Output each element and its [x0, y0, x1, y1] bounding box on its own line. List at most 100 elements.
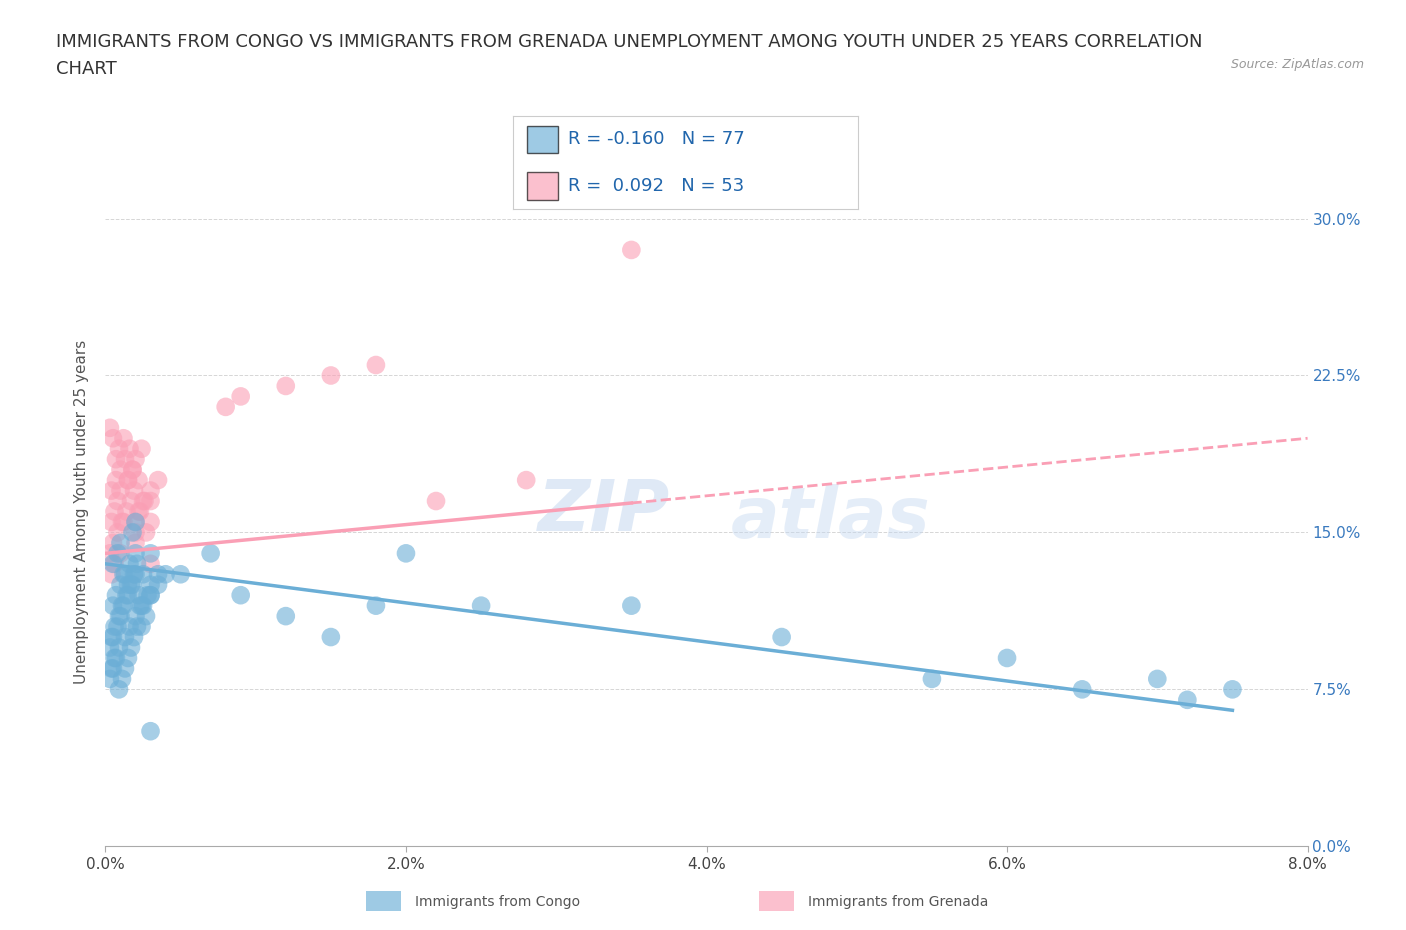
Point — [122, 630, 145, 644]
Point — [114, 661, 136, 676]
Point — [146, 567, 169, 582]
Point — [117, 472, 139, 487]
Point — [107, 619, 129, 634]
Point — [128, 504, 150, 519]
Point — [104, 588, 127, 603]
Point — [118, 556, 141, 571]
Point — [124, 536, 146, 551]
Point — [214, 400, 236, 415]
Text: IMMIGRANTS FROM CONGO VS IMMIGRANTS FROM GRENADA UNEMPLOYMENT AMONG YOUTH UNDER : IMMIGRANTS FROM CONGO VS IMMIGRANTS FROM… — [56, 33, 1202, 50]
Point — [135, 525, 157, 540]
Point — [110, 578, 132, 592]
Point — [110, 462, 132, 477]
Point — [274, 379, 297, 393]
Point — [620, 243, 643, 258]
Point — [770, 630, 793, 644]
Point — [110, 484, 132, 498]
Point — [98, 420, 121, 435]
Point — [107, 494, 129, 509]
Point — [114, 630, 136, 644]
Point — [111, 514, 134, 529]
Point — [124, 514, 146, 529]
Point — [364, 358, 387, 373]
Point — [101, 536, 124, 551]
Point — [131, 619, 153, 634]
Point — [169, 567, 191, 582]
Point — [128, 588, 150, 603]
Point — [111, 598, 134, 613]
Point — [470, 598, 492, 613]
Point — [921, 671, 943, 686]
Point — [112, 514, 135, 529]
Point — [395, 546, 418, 561]
Point — [139, 588, 162, 603]
Text: Immigrants from Grenada: Immigrants from Grenada — [808, 895, 988, 910]
Point — [139, 546, 162, 561]
Point — [139, 556, 162, 571]
Text: Source: ZipAtlas.com: Source: ZipAtlas.com — [1230, 58, 1364, 71]
Point — [101, 661, 124, 676]
Point — [136, 588, 159, 603]
Point — [104, 651, 127, 666]
Point — [103, 619, 125, 634]
Point — [108, 682, 131, 697]
Point — [114, 567, 136, 582]
Point — [124, 609, 146, 624]
Point — [115, 588, 138, 603]
Point — [114, 452, 136, 467]
Point — [108, 640, 131, 655]
Point — [129, 504, 152, 519]
Point — [110, 609, 132, 624]
Point — [98, 671, 121, 686]
Point — [111, 671, 134, 686]
Point — [98, 640, 121, 655]
Point — [107, 546, 129, 561]
Point — [319, 368, 342, 383]
Point — [229, 588, 252, 603]
Point — [120, 578, 142, 592]
Point — [229, 389, 252, 404]
Point — [103, 556, 125, 571]
Point — [200, 546, 222, 561]
Point — [122, 484, 145, 498]
Point — [146, 578, 169, 592]
Point — [110, 536, 132, 551]
Point — [108, 442, 131, 457]
Point — [100, 514, 122, 529]
Text: ZIP: ZIP — [538, 477, 671, 546]
Point — [118, 619, 141, 634]
Point — [124, 452, 146, 467]
Point — [103, 504, 125, 519]
Point — [100, 484, 122, 498]
Point — [101, 556, 124, 571]
Text: R =  0.092   N = 53: R = 0.092 N = 53 — [568, 177, 745, 194]
Point — [121, 462, 143, 477]
Point — [132, 598, 155, 613]
Point — [101, 431, 124, 445]
Point — [110, 546, 132, 561]
Point — [131, 442, 153, 457]
Y-axis label: Unemployment Among Youth under 25 years: Unemployment Among Youth under 25 years — [75, 339, 90, 684]
Point — [112, 598, 135, 613]
Text: R = -0.160   N = 77: R = -0.160 N = 77 — [568, 130, 745, 148]
Point — [139, 724, 162, 738]
Point — [104, 472, 127, 487]
Text: atlas: atlas — [731, 484, 931, 552]
FancyBboxPatch shape — [527, 172, 558, 200]
Point — [104, 452, 127, 467]
Point — [125, 619, 148, 634]
Point — [103, 651, 125, 666]
Point — [117, 472, 139, 487]
Point — [125, 556, 148, 571]
Point — [115, 504, 138, 519]
Point — [100, 567, 122, 582]
Point — [139, 588, 162, 603]
Point — [131, 598, 153, 613]
Point — [118, 442, 141, 457]
Point — [139, 494, 162, 509]
Point — [425, 494, 447, 509]
Point — [155, 567, 177, 582]
Point — [100, 661, 122, 676]
Point — [995, 651, 1018, 666]
Point — [112, 567, 135, 582]
